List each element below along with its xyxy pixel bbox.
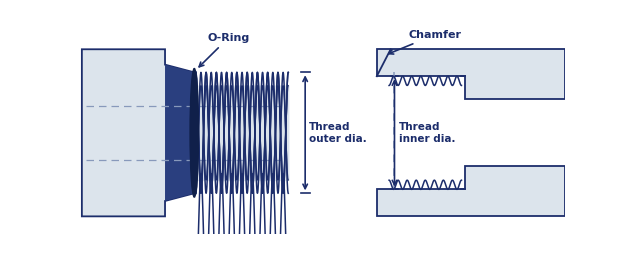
Polygon shape — [377, 166, 566, 216]
Text: Thread
outer dia.: Thread outer dia. — [309, 122, 367, 144]
Text: O-Ring: O-Ring — [199, 33, 249, 67]
Text: Chamfer: Chamfer — [389, 30, 461, 54]
Polygon shape — [82, 49, 196, 216]
Text: Thread
inner dia.: Thread inner dia. — [399, 122, 455, 144]
Polygon shape — [377, 49, 566, 99]
Ellipse shape — [190, 69, 198, 197]
Polygon shape — [165, 65, 194, 201]
